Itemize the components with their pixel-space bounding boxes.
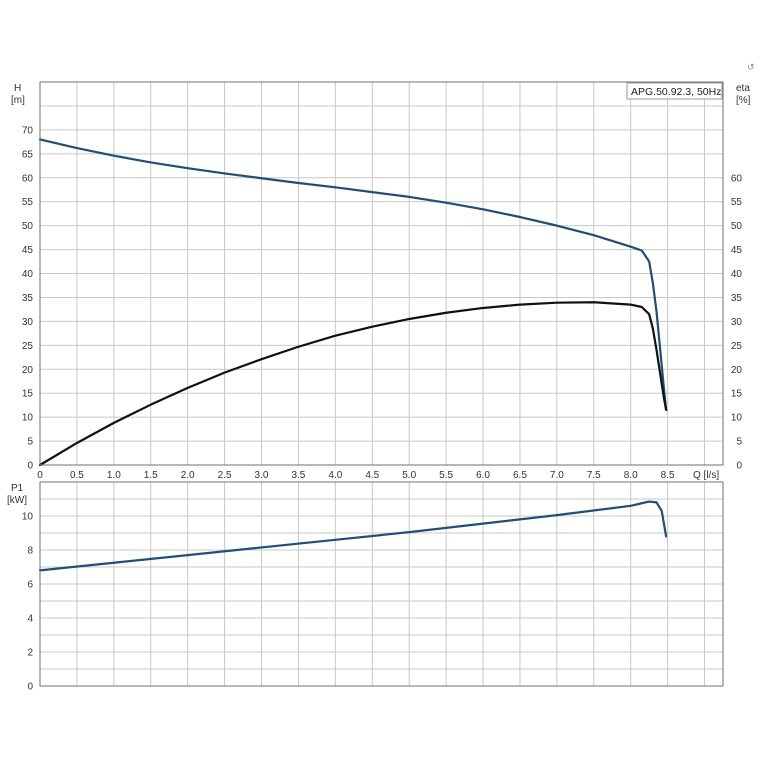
- eta-y-tick-label: 35: [731, 293, 743, 304]
- head-y-tick-label: 5: [27, 437, 33, 448]
- flow-axis-label: Q [l/s]: [693, 470, 719, 481]
- corner-mark-icon: ↺: [747, 62, 755, 72]
- power-curve-line: [38, 500, 668, 572]
- x-tick-label: 4.5: [365, 470, 379, 481]
- eta-y-tick-label: 60: [731, 173, 743, 184]
- x-tick-label: 8.0: [624, 470, 638, 481]
- head-y-tick-label: 70: [22, 125, 34, 136]
- x-tick-label: 5.0: [402, 470, 416, 481]
- x-tick-label: 3.0: [255, 470, 269, 481]
- eta-y-tick-label: 20: [731, 365, 743, 376]
- head-panel-y-ticks-left: 0 5 10 15 20 25 30 35 40 45 50 55 60 65 70: [22, 125, 34, 471]
- head-panel-series: [38, 138, 668, 467]
- head-y-tick-label: 60: [22, 173, 34, 184]
- head-y-tick-label: 0: [27, 461, 33, 472]
- x-tick-label: 2.0: [181, 470, 195, 481]
- x-tick-label: 6.5: [513, 470, 527, 481]
- eta-y-tick-label: 40: [731, 269, 743, 280]
- head-y-tick-label: 35: [22, 293, 34, 304]
- power-y-tick-label: 8: [27, 546, 33, 557]
- x-tick-label: 4.0: [328, 470, 342, 481]
- power-axis-unit: [kW]: [7, 495, 27, 506]
- x-tick-label: 2.5: [218, 470, 232, 481]
- power-panel-y-ticks-left: 0 2 4 6 8 10: [22, 512, 34, 693]
- x-tick-label: 5.5: [439, 470, 453, 481]
- head-y-tick-label: 50: [22, 221, 34, 232]
- x-tick-label: 0.5: [70, 470, 84, 481]
- head-panel-frame: [39, 81, 724, 466]
- head-y-tick-label: 40: [22, 269, 34, 280]
- head-y-tick-label: 15: [22, 389, 34, 400]
- power-axis-label: P1: [11, 483, 24, 494]
- x-tick-label: 6.0: [476, 470, 490, 481]
- power-panel-frame: [39, 481, 724, 687]
- eta-y-tick-label: 50: [731, 221, 743, 232]
- head-axis-unit: [m]: [11, 95, 25, 106]
- legend-text: APG.50.92.3, 50Hz: [631, 86, 721, 98]
- eta-y-tick-label: 10: [731, 413, 743, 424]
- power-y-tick-label: 4: [27, 614, 33, 625]
- x-tick-label: 7.0: [550, 470, 564, 481]
- x-tick-label: 8.5: [661, 470, 675, 481]
- x-tick-label: 1.5: [144, 470, 158, 481]
- x-tick-label: 0: [37, 470, 43, 481]
- head-y-tick-label: 30: [22, 317, 34, 328]
- eta-axis-label: eta: [736, 83, 750, 94]
- head-y-tick-label: 55: [22, 197, 34, 208]
- eta-y-tick-label: 15: [731, 389, 743, 400]
- head-curve-line: [38, 138, 668, 412]
- eta-axis-unit: [%]: [736, 95, 751, 106]
- eta-y-tick-label: 55: [731, 197, 743, 208]
- head-axis-label: H: [14, 83, 21, 94]
- x-tick-label: 1.0: [107, 470, 121, 481]
- head-y-tick-label: 20: [22, 365, 34, 376]
- eta-y-tick-label: 0: [736, 461, 742, 472]
- eta-y-tick-label: 30: [731, 317, 743, 328]
- head-panel-grid: [39, 81, 723, 466]
- legend-box: [626, 82, 723, 100]
- x-tick-label: 3.5: [291, 470, 305, 481]
- eta-y-tick-label: 25: [731, 341, 743, 352]
- power-y-tick-label: 0: [27, 682, 33, 693]
- eta-y-tick-label: 5: [736, 437, 742, 448]
- efficiency-curve-line: [38, 301, 668, 467]
- head-y-tick-label: 25: [22, 341, 34, 352]
- x-tick-label: 7.5: [587, 470, 601, 481]
- head-y-tick-label: 10: [22, 413, 34, 424]
- power-y-tick-label: 2: [27, 648, 33, 659]
- head-panel-y-ticks-right: 0 5 10 15 20 25 30 35 40 45 50 55 60: [731, 173, 743, 471]
- power-panel-series: [38, 500, 668, 572]
- power-y-tick-label: 6: [27, 580, 33, 591]
- eta-y-tick-label: 45: [731, 245, 743, 256]
- legend: APG.50.92.3, 50Hz: [626, 82, 723, 100]
- head-panel-x-ticks: 0 0.5 1.0 1.5 2.0 2.5 3.0 3.5 4.0 4.5 5.0 5.5 6.0 6.5…: [37, 470, 675, 481]
- head-y-tick-label: 65: [22, 149, 34, 160]
- head-y-tick-label: 45: [22, 245, 34, 256]
- power-y-tick-label: 10: [22, 512, 34, 523]
